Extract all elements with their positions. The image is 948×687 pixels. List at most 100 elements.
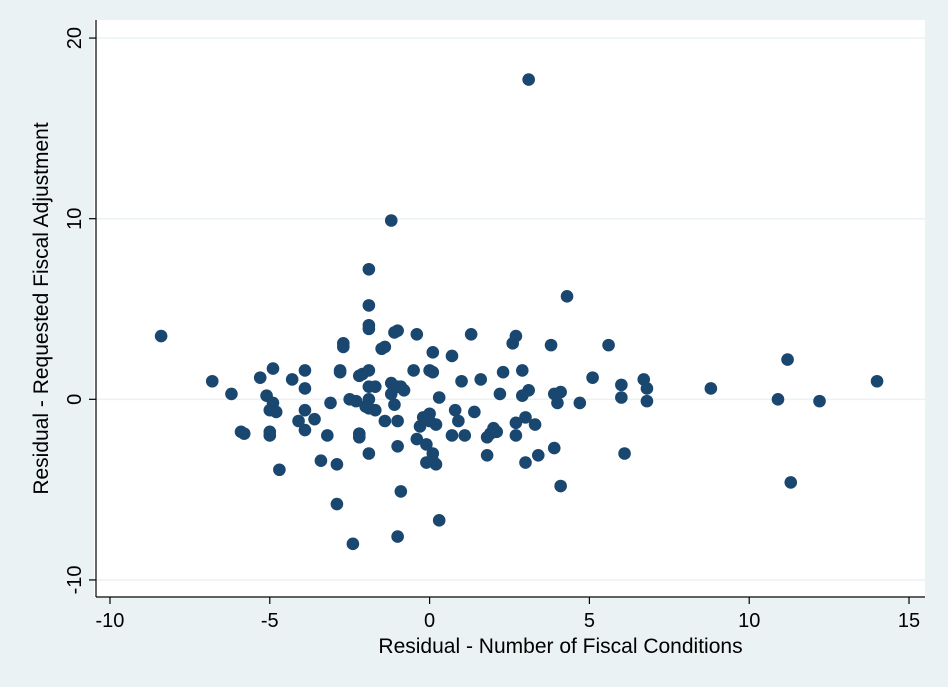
data-point	[602, 338, 615, 352]
x-axis-ticks: -10 -5 0 5 10 15	[96, 597, 920, 632]
x-tick-label: 5	[584, 610, 595, 632]
data-point	[551, 396, 564, 410]
data-point	[330, 497, 344, 511]
data-point	[362, 393, 376, 406]
data-point	[298, 403, 312, 417]
data-point	[346, 537, 360, 551]
data-point	[704, 382, 718, 395]
data-point	[496, 365, 510, 379]
data-point	[308, 412, 321, 426]
data-point	[771, 393, 785, 406]
data-point	[509, 329, 523, 343]
data-point	[349, 394, 363, 408]
data-point	[618, 447, 631, 460]
data-point	[321, 429, 334, 442]
data-point	[298, 364, 312, 377]
data-point	[464, 327, 478, 341]
data-point	[394, 485, 408, 498]
data-point	[362, 299, 376, 312]
data-point	[432, 514, 446, 527]
data-point	[391, 530, 404, 543]
data-point	[388, 398, 401, 412]
data-point	[554, 385, 567, 399]
y-axis-title: Residual - Requested Fiscal Adjustment	[30, 122, 53, 495]
data-point	[368, 380, 382, 393]
data-point	[391, 439, 404, 453]
data-point	[378, 414, 392, 428]
data-point	[509, 429, 523, 442]
data-point	[468, 405, 481, 419]
data-points	[154, 73, 884, 551]
data-point	[544, 338, 558, 352]
data-point	[560, 290, 574, 303]
data-point	[452, 414, 465, 428]
data-point	[410, 432, 424, 446]
data-point	[285, 373, 299, 386]
data-point	[378, 340, 392, 354]
data-point	[515, 364, 529, 377]
data-point	[397, 383, 411, 397]
data-point	[407, 364, 420, 377]
data-point	[391, 324, 404, 337]
data-point	[292, 414, 305, 428]
data-point	[391, 414, 404, 428]
data-point	[781, 353, 794, 366]
y-tick-label: 20	[64, 27, 86, 49]
data-point	[519, 411, 532, 424]
data-point	[368, 403, 382, 417]
data-point	[522, 383, 535, 397]
y-axis-ticks: -10 0 10 20	[64, 27, 96, 594]
x-tick-label: 10	[738, 610, 760, 632]
data-point	[269, 405, 283, 419]
data-point	[432, 391, 446, 404]
data-point	[480, 449, 494, 462]
data-point	[352, 430, 366, 444]
data-point	[522, 73, 535, 86]
data-point	[528, 418, 542, 431]
data-point	[362, 262, 376, 276]
data-point	[519, 456, 532, 469]
data-point	[263, 429, 277, 442]
data-point	[237, 427, 251, 440]
data-point	[362, 322, 376, 336]
x-tick-label: 0	[424, 610, 435, 632]
data-point	[337, 340, 350, 354]
data-point	[324, 396, 337, 410]
data-point	[784, 476, 798, 489]
data-point	[586, 371, 599, 384]
y-tick-label: 10	[64, 208, 86, 230]
data-point	[445, 349, 459, 363]
data-point	[547, 441, 561, 455]
data-point	[362, 447, 376, 460]
data-point	[640, 394, 654, 408]
data-point	[870, 374, 884, 388]
data-point	[362, 364, 376, 377]
data-point	[426, 346, 440, 359]
data-point	[225, 387, 238, 401]
data-point	[253, 371, 267, 384]
data-point	[298, 382, 312, 395]
data-point	[640, 382, 654, 395]
data-point	[426, 365, 440, 379]
data-point	[474, 373, 488, 386]
data-point	[490, 425, 504, 439]
x-axis-title: Residual - Number of Fiscal Conditions	[378, 635, 742, 658]
data-point	[445, 429, 459, 442]
x-tick-label: 15	[898, 610, 920, 632]
data-point	[298, 423, 312, 437]
data-point	[314, 454, 328, 468]
data-point	[429, 418, 443, 431]
data-point	[615, 391, 628, 404]
data-point	[615, 378, 628, 392]
data-point	[333, 365, 347, 379]
data-point	[384, 214, 398, 227]
data-point	[554, 479, 567, 493]
data-point	[429, 458, 443, 471]
data-point	[266, 362, 280, 375]
data-point	[448, 403, 462, 417]
y-tick-label: -10	[64, 565, 86, 594]
data-point	[154, 329, 168, 343]
data-point	[813, 394, 826, 408]
